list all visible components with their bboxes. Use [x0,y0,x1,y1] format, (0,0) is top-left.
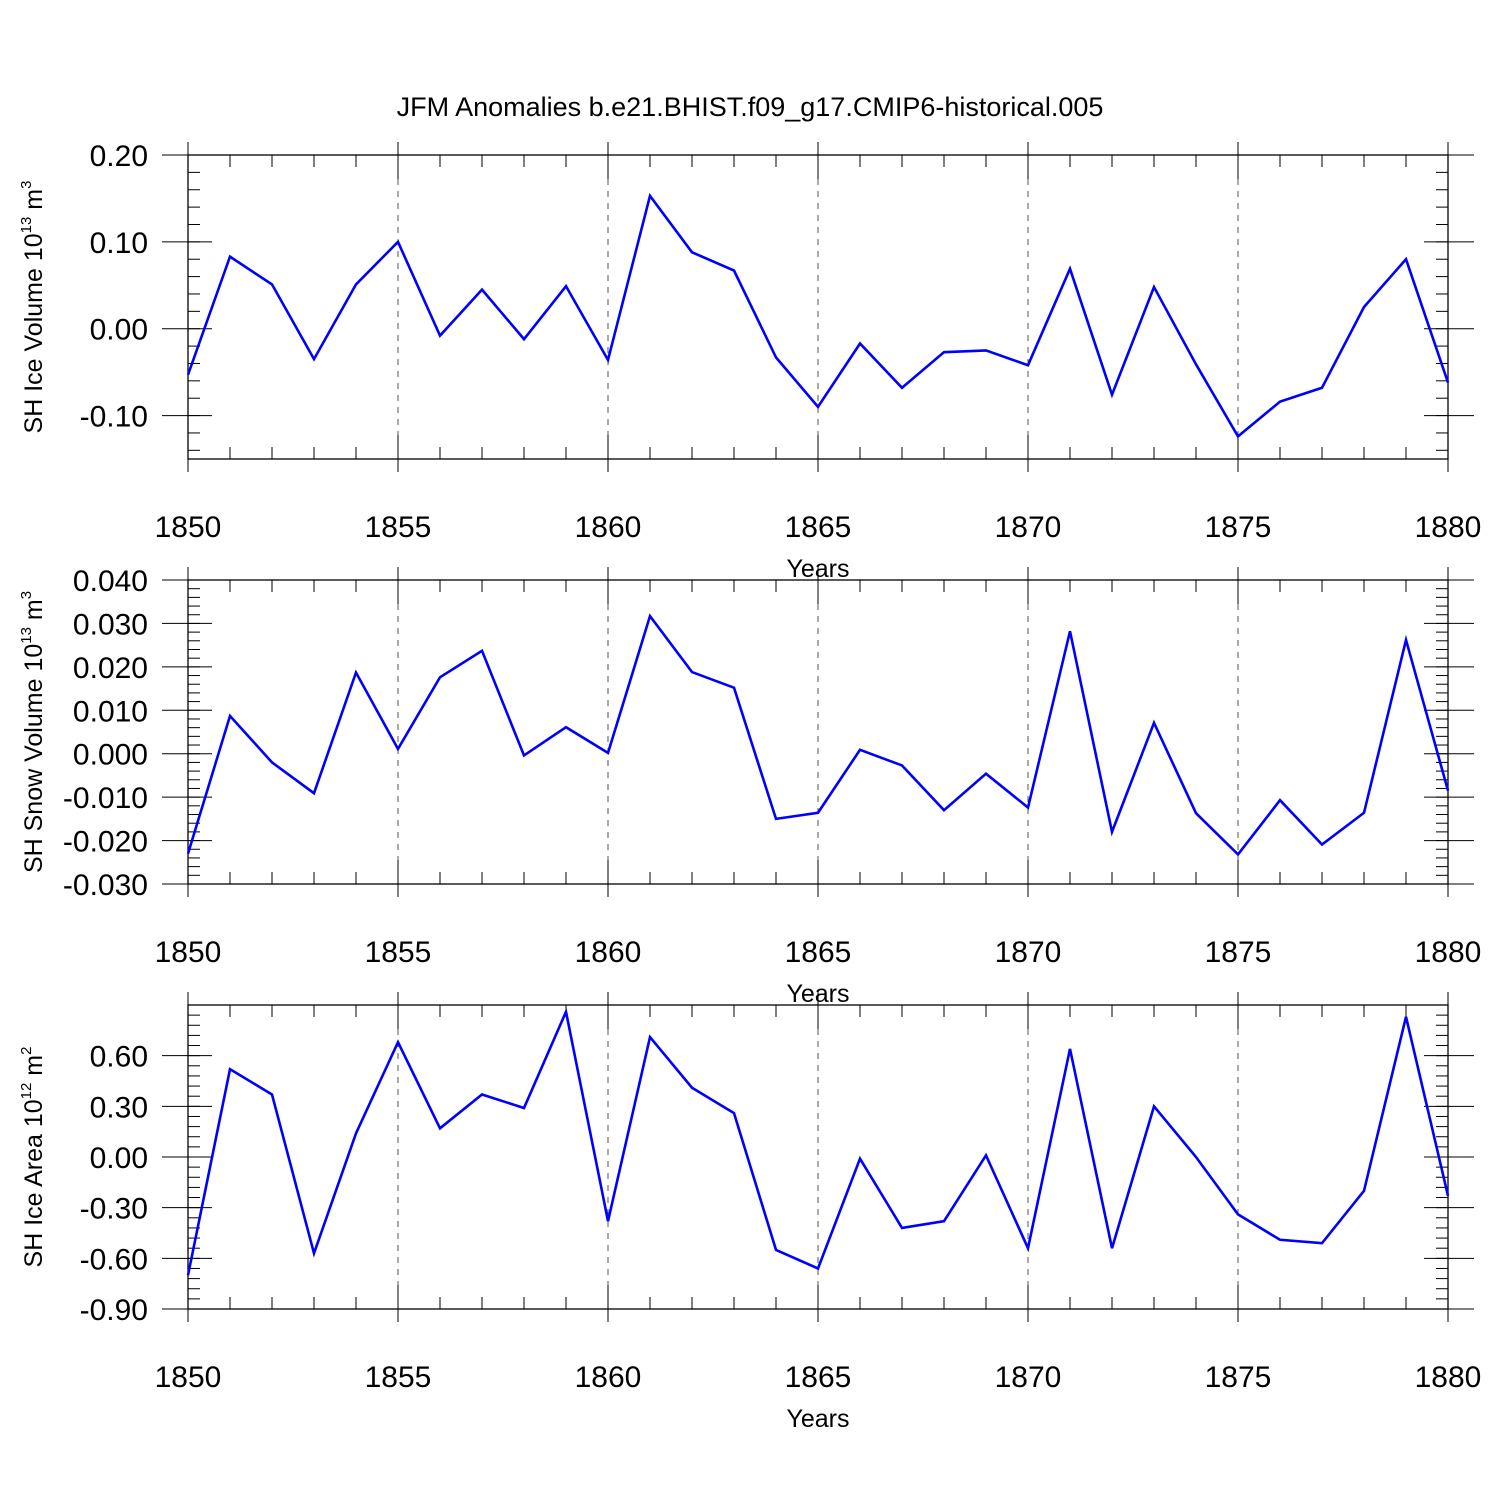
x-tick-label: 1865 [785,936,852,969]
y-tick-label: -0.60 [80,1243,148,1276]
y-tick-label: 0.020 [73,652,148,685]
x-tick-label: 1860 [575,1361,642,1394]
x-tick-label: 1880 [1415,1361,1482,1394]
x-tick-label: 1855 [365,511,432,544]
y-tick-label: 0.10 [90,227,148,260]
y-tick-label: 0.040 [73,565,148,598]
y-tick-label: -0.30 [80,1193,148,1226]
x-tick-label: 1875 [1205,936,1272,969]
y-tick-label: 0.20 [90,140,148,173]
x-tick-label: 1875 [1205,511,1272,544]
y-tick-label: -0.010 [63,782,148,815]
y-tick-label: 0.000 [73,739,148,772]
x-tick-label: 1880 [1415,936,1482,969]
x-tick-label: 1850 [155,936,222,969]
y-axis-title: SH Ice Volume 1013 m3 [18,181,48,434]
panel-1: -0.10 0.00 0.10 0.20 1850 1855 1860 1865 1870 187… [18,140,1481,583]
x-tick-label: 1860 [575,511,642,544]
plot-frame [187,579,1449,885]
y-tick-label: 0.00 [90,314,148,347]
x-tick-label: 1850 [155,511,222,544]
y-tick-label: -0.020 [63,826,148,859]
x-tick-label: 1875 [1205,1361,1272,1394]
series-line [186,192,1450,439]
x-tick-label: 1870 [995,511,1062,544]
x-tick-label: 1870 [995,936,1062,969]
x-tick-label: 1860 [575,936,642,969]
x-tick-label: 1870 [995,1361,1062,1394]
y-tick-label: 0.30 [90,1091,148,1124]
y-tick-label: -0.90 [80,1294,148,1327]
y-tick-label: -0.030 [63,869,148,902]
y-axis-title: SH Ice Area 1012 m2 [18,1047,48,1268]
series-line [186,1007,1450,1276]
y-axis-title: SH Snow Volume 1013 m3 [18,591,48,873]
y-tick-label: 0.030 [73,608,148,641]
plot-frame [187,1004,1449,1310]
y-tick-label: -0.10 [80,401,148,434]
series-line [186,613,1450,857]
x-axis-title: Years [786,1405,849,1433]
x-tick-label: 1855 [365,1361,432,1394]
plot-frame [187,154,1449,460]
x-tick-label: 1880 [1415,511,1482,544]
x-tick-label: 1865 [785,1361,852,1394]
chart-title: JFM Anomalies b.e21.BHIST.f09_g17.CMIP6-… [397,92,1104,122]
panel-3: -0.90 -0.60 -0.30 0.00 0.30 0.60 1850 1855 1860 1… [18,992,1481,1433]
panel-2: -0.030 -0.020 -0.010 0.000 0.010 0.020 0.030 0.… [18,565,1481,1008]
x-tick-label: 1855 [365,936,432,969]
y-tick-label: 0.00 [90,1142,148,1175]
x-tick-label: 1850 [155,1361,222,1394]
y-tick-label: 0.010 [73,695,148,728]
y-tick-label: 0.60 [90,1041,148,1074]
x-tick-label: 1865 [785,511,852,544]
